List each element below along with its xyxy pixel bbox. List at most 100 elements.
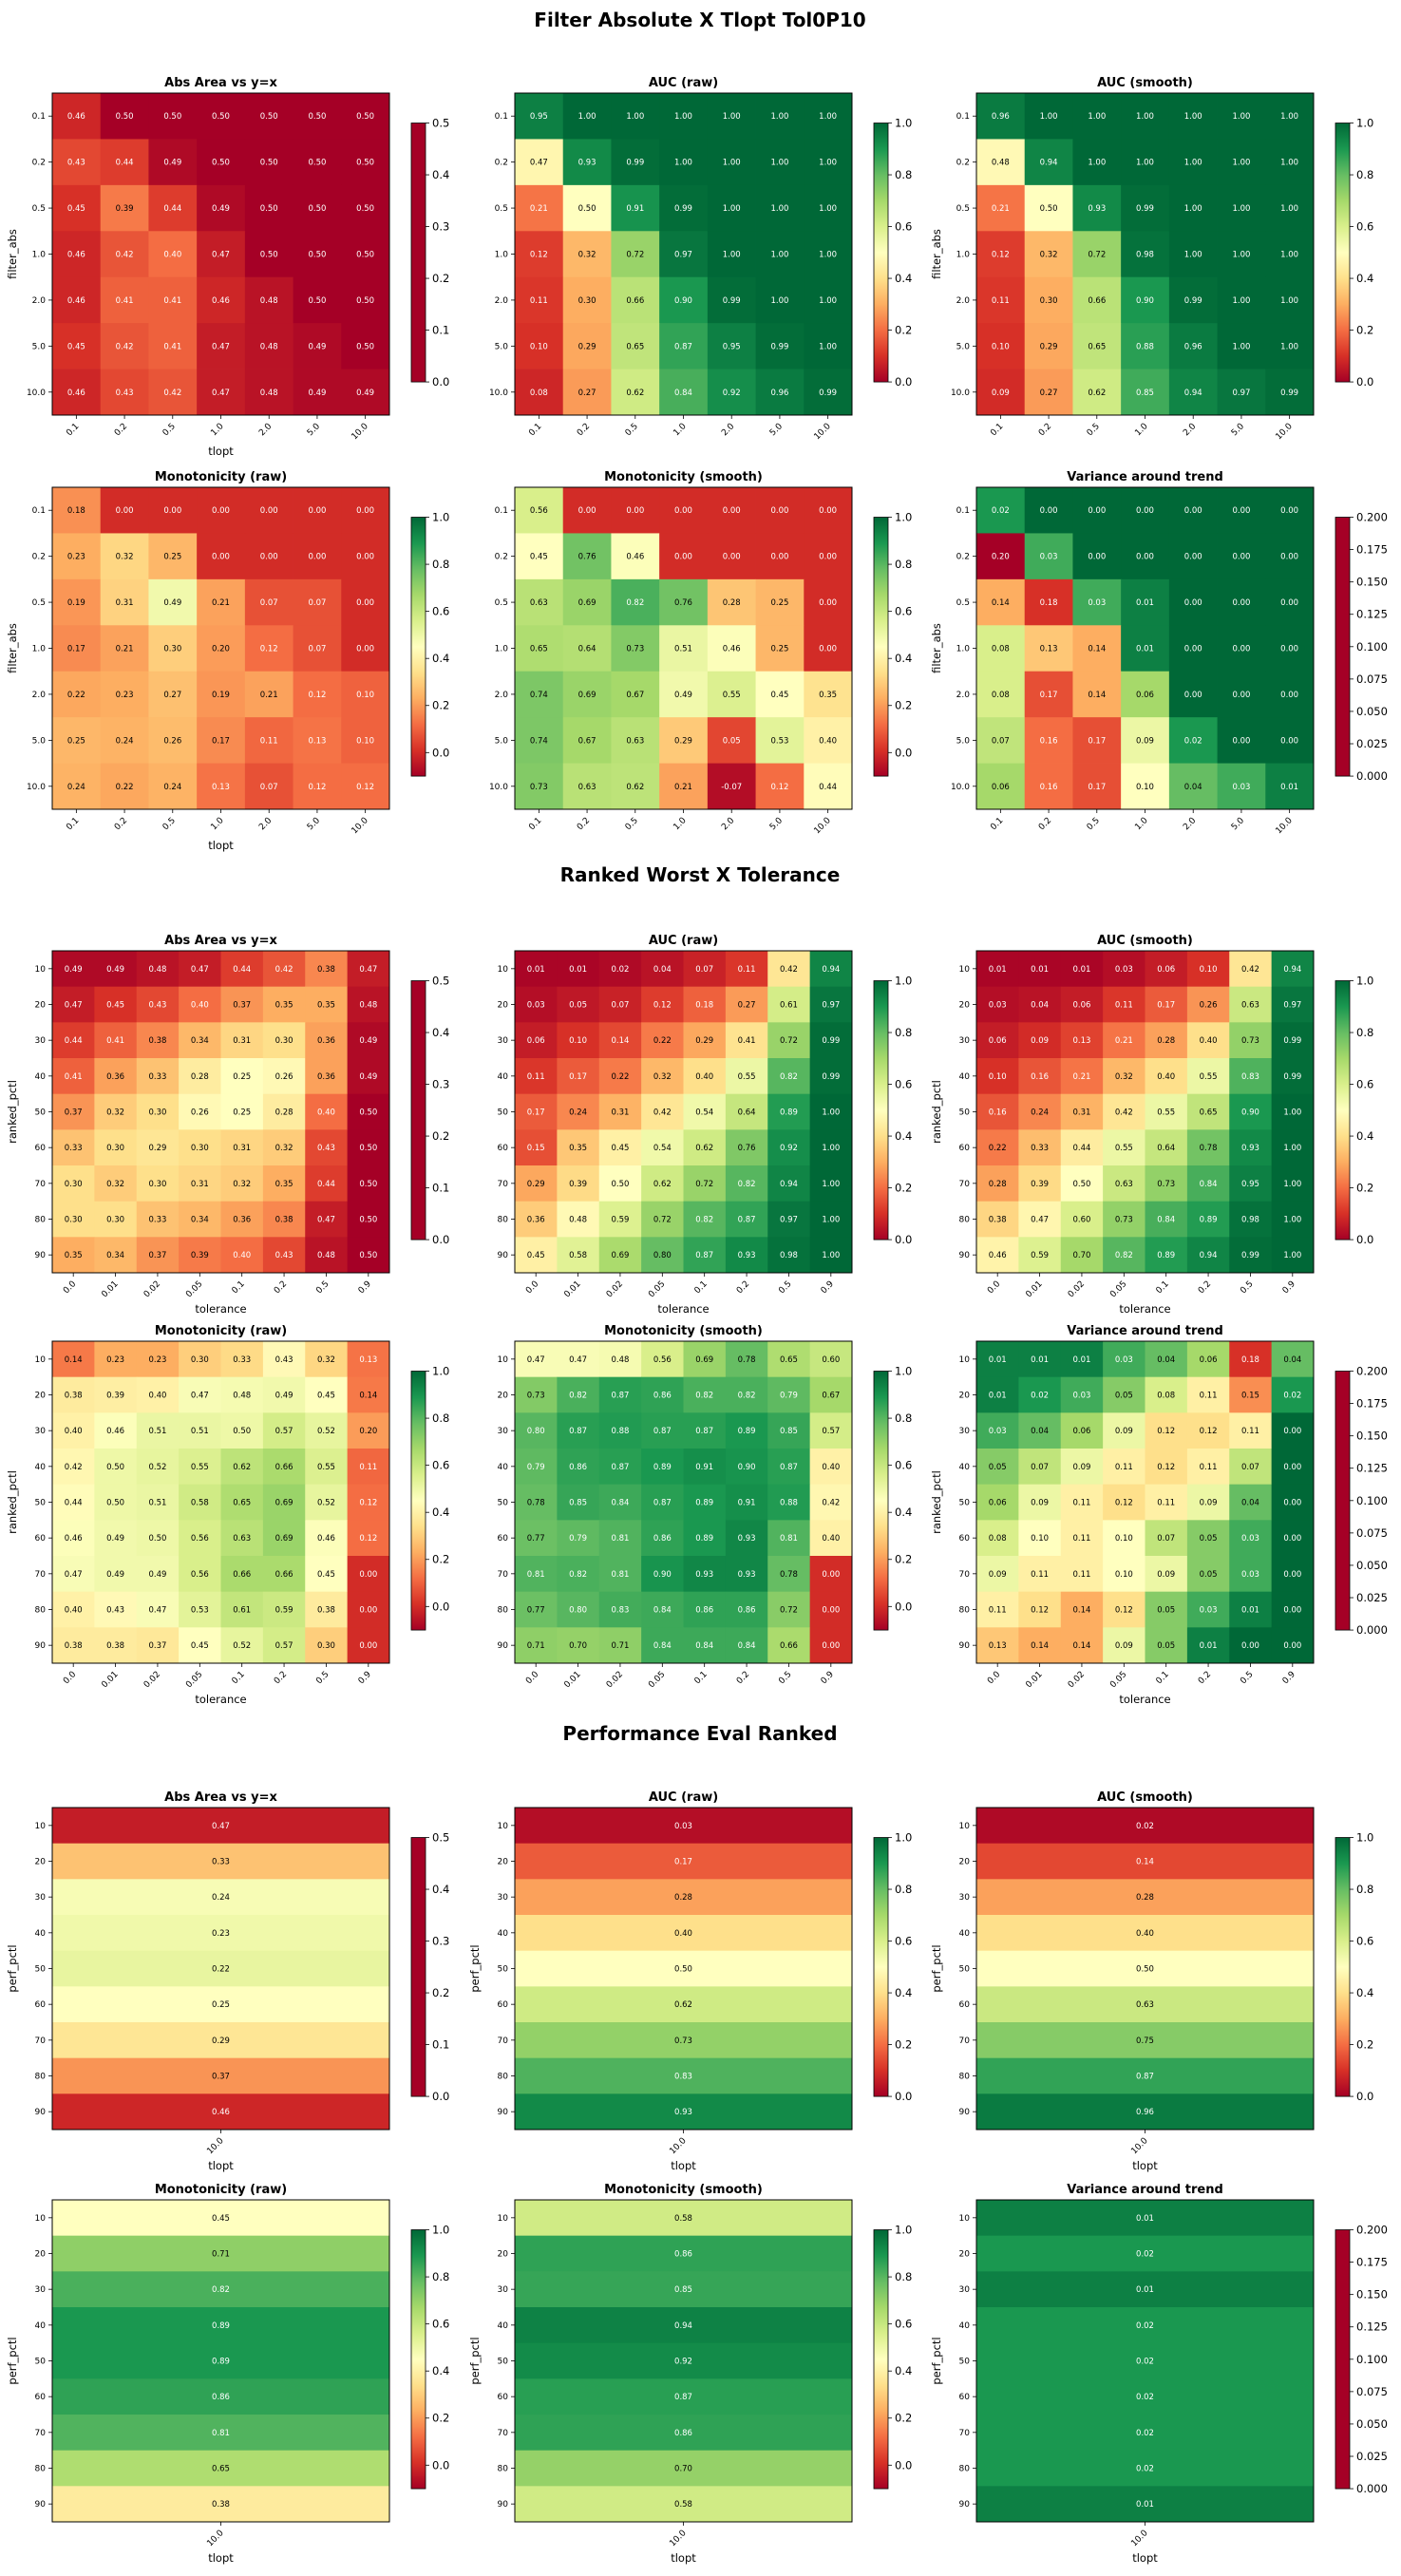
cell-value-label: 0.00 — [359, 1570, 377, 1580]
heatmap-cell — [1121, 533, 1170, 580]
cell-value-label: 0.32 — [317, 1355, 335, 1365]
heatmap-cell — [767, 1520, 811, 1557]
heatmap-cell — [659, 671, 709, 718]
cell-value-label: 0.55 — [738, 1072, 756, 1082]
cell-value-label: 0.89 — [653, 1463, 672, 1472]
heatmap-cell — [1072, 139, 1122, 186]
cell-value-label: 0.40 — [822, 1463, 840, 1472]
cell-value-label: 0.24 — [116, 736, 134, 746]
cell-value-label: 1.00 — [1283, 1108, 1301, 1118]
x-axis-label: tlopt — [1132, 2159, 1158, 2172]
cell-value-label: 0.99 — [770, 342, 788, 351]
heatmap-cell — [598, 1556, 642, 1593]
heatmap-cell — [557, 1058, 600, 1095]
heatmap-cell — [562, 533, 612, 580]
heatmap-cell — [683, 1165, 727, 1203]
y-tick-label: 10 — [959, 2214, 971, 2224]
heatmap-cell — [1145, 1591, 1188, 1628]
cell-value-label: 0.02 — [1136, 2393, 1154, 2402]
heatmap-cell — [755, 533, 805, 580]
heatmap-cell — [262, 986, 306, 1023]
cell-value-label: 0.48 — [148, 965, 166, 975]
heatmap-cell — [94, 1520, 138, 1557]
y-tick-label: 80 — [35, 1216, 47, 1225]
cell-value-label: 0.51 — [674, 645, 692, 654]
heatmap-cell — [611, 276, 660, 324]
heatmap-cell — [1186, 1449, 1230, 1486]
cell-value-label: 0.01 — [1031, 965, 1049, 975]
colorbar-tick-label: 0.0 — [895, 746, 912, 759]
cell-value-label: 0.09 — [989, 1570, 1007, 1580]
heatmap-cell — [347, 1376, 390, 1413]
cell-value-label: 0.05 — [1157, 1606, 1175, 1616]
heatmap-cell — [976, 2022, 1315, 2059]
y-tick-label: 2.0 — [495, 296, 509, 306]
section-title-2: Ranked Worst X Tolerance — [560, 863, 841, 886]
cell-value-label: 0.10 — [989, 1072, 1007, 1082]
cell-value-label: 0.73 — [530, 783, 548, 792]
x-axis-label: tolerance — [195, 1302, 246, 1316]
heatmap-cell — [1018, 1022, 1062, 1059]
heatmap-cell — [1186, 1058, 1230, 1095]
heatmap-cell — [94, 1376, 138, 1413]
heatmap-cell — [976, 1022, 1019, 1059]
cell-value-label: 0.31 — [233, 1036, 251, 1046]
cell-value-label: 0.50 — [1072, 1180, 1090, 1189]
cell-value-label: 0.73 — [674, 2036, 692, 2046]
heatmap-cell — [347, 1058, 390, 1095]
heatmap-cell — [52, 1022, 95, 1059]
heatmap-cell — [725, 1556, 768, 1593]
y-tick-label: 30 — [35, 2285, 47, 2295]
cell-value-label: 0.70 — [569, 1641, 587, 1651]
y-tick-label: 30 — [498, 1893, 509, 1903]
heatmap-cell — [804, 763, 853, 810]
heatmap-cell — [1271, 1376, 1315, 1413]
cell-value-label: 1.00 — [626, 112, 644, 122]
y-axis-label: perf_pctl — [930, 2337, 943, 2384]
cell-value-label: 1.00 — [770, 296, 788, 306]
heatmap-cell — [515, 717, 564, 764]
cell-value-label: 0.01 — [527, 965, 545, 975]
heatmap-cell — [100, 231, 149, 278]
heatmap-cell — [52, 578, 102, 626]
heatmap-cell — [611, 625, 660, 672]
chart-title: AUC (smooth) — [1097, 1790, 1193, 1805]
cell-value-label: 0.37 — [148, 1251, 166, 1260]
colorbar-tick-label: 0.5 — [432, 117, 449, 130]
heatmap-cell — [515, 369, 564, 416]
cell-value-label: 0.66 — [1088, 296, 1106, 306]
heatmap-cell — [515, 2450, 853, 2487]
cell-value-label: 0.10 — [1115, 1570, 1133, 1580]
cell-value-label: 0.57 — [275, 1641, 293, 1651]
cell-value-label: 0.42 — [653, 1108, 672, 1118]
colorbar-tick-label: 0.4 — [432, 2364, 449, 2377]
y-tick-label: 0.5 — [956, 204, 970, 214]
cell-value-label: 0.00 — [770, 506, 788, 516]
x-axis-label: tlopt — [671, 2551, 696, 2565]
heatmap-cell — [809, 951, 853, 988]
cell-value-label: 0.50 — [356, 296, 374, 306]
heatmap-cell — [725, 1129, 768, 1166]
heatmap-cell — [1060, 1449, 1104, 1486]
heatmap-cell — [262, 1022, 306, 1059]
heatmap-cell — [725, 1520, 768, 1557]
heatmap-cell — [52, 1449, 95, 1486]
cell-value-label: 0.63 — [233, 1534, 251, 1544]
cell-value-label: 0.49 — [212, 204, 230, 214]
cell-value-label: 0.33 — [1031, 1144, 1049, 1153]
colorbar-tick-label: 0.125 — [1356, 2320, 1388, 2334]
cell-value-label: 0.22 — [212, 1965, 230, 1975]
y-axis-label: perf_pctl — [930, 1944, 943, 1992]
cell-value-label: 0.05 — [723, 736, 741, 746]
heatmap-cell — [515, 2307, 853, 2344]
cell-value-label: 0.90 — [653, 1570, 672, 1580]
cell-value-label: 0.67 — [578, 736, 596, 746]
heatmap-cell — [641, 1412, 684, 1449]
heatmap-cell — [767, 1627, 811, 1664]
heatmap-cell — [220, 951, 264, 988]
heatmap-cell — [305, 1341, 349, 1378]
cell-value-label: 0.84 — [1200, 1180, 1218, 1189]
cell-value-label: 0.66 — [780, 1641, 798, 1651]
y-tick-label: 90 — [498, 2108, 509, 2117]
heatmap-cell — [1271, 1129, 1315, 1166]
